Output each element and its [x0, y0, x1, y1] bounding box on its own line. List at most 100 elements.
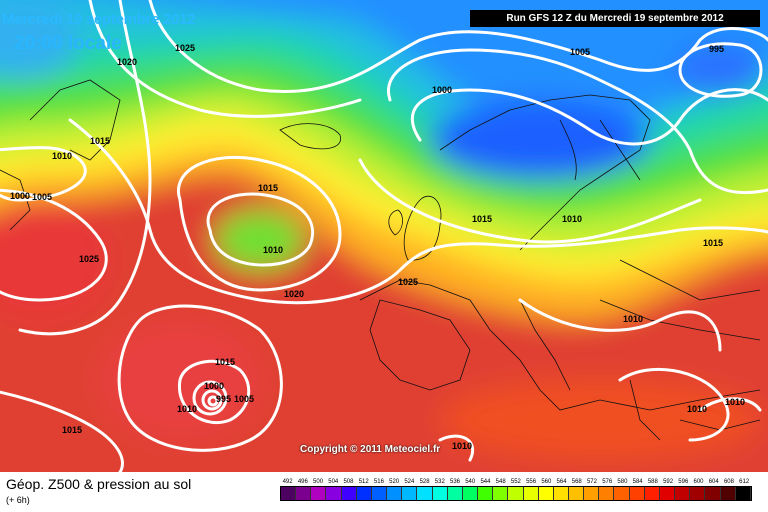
scale-value-label: 512	[358, 479, 369, 485]
isobar-label: 1025	[79, 254, 99, 264]
isobar-label: 995	[216, 394, 231, 404]
isobar-label: 1015	[90, 136, 110, 146]
scale-color-swatch	[690, 487, 706, 500]
isobar-label: 1010	[623, 314, 643, 324]
isobar-label: 1010	[177, 404, 197, 414]
isobar-label: 1025	[398, 277, 418, 287]
scale-color-swatch	[538, 487, 554, 500]
isobar-label: 1015	[215, 357, 235, 367]
scale-color-swatch	[599, 487, 615, 500]
scale-value-label: 524	[404, 479, 415, 485]
isobar-label: 995	[709, 44, 724, 54]
isobar-label: 1015	[703, 238, 723, 248]
legend-bar: Géop. Z500 & pression au sol (+ 6h) 492 4…	[0, 472, 768, 512]
isobar-label: 1005	[32, 192, 52, 202]
isobar-label: 1010	[263, 245, 283, 255]
color-scale: 492 496 500 504 508 512 516 520 524 528 532 536 540 5…	[280, 479, 752, 501]
isobar-label: 1020	[284, 289, 304, 299]
scale-value-label: 552	[510, 479, 521, 485]
isobar-label: 1010	[562, 214, 582, 224]
isobar-label: 1020	[117, 57, 137, 67]
scale-color-swatch	[584, 487, 600, 500]
scale-color-swatch	[675, 487, 691, 500]
scale-value-label: 516	[373, 479, 384, 485]
scale-color-swatch	[432, 487, 448, 500]
scale-value-label: 496	[297, 479, 308, 485]
scale-value-label: 504	[328, 479, 339, 485]
scale-value-label: 584	[632, 479, 643, 485]
scale-color-swatch	[720, 487, 736, 500]
scale-value-label: 572	[586, 479, 597, 485]
scale-color-swatch	[705, 487, 721, 500]
scale-value-label: 564	[556, 479, 567, 485]
scale-value-label: 500	[313, 479, 324, 485]
scale-value-label: 556	[526, 479, 537, 485]
scale-value-label: 588	[647, 479, 658, 485]
scale-color-swatch	[387, 487, 403, 500]
scale-value-label: 536	[450, 479, 461, 485]
isobar-label: 1010	[52, 151, 72, 161]
scale-color-swatch	[508, 487, 524, 500]
scale-value-label: 520	[389, 479, 400, 485]
scale-color-swatch	[553, 487, 569, 500]
scale-value-label: 580	[617, 479, 628, 485]
color-scale-swatches	[280, 486, 752, 501]
scale-color-swatch	[281, 487, 297, 500]
copyright-notice: Copyright © 2011 Meteociel.fr	[300, 444, 441, 455]
map-canvas: 1025 1020 1010 1015 1000 1005 1025 1015 …	[0, 0, 768, 472]
scale-color-swatch	[447, 487, 463, 500]
scale-value-label: 592	[663, 479, 674, 485]
isobar-label: 1000	[204, 381, 224, 391]
isobar-label: 1010	[452, 441, 472, 451]
scale-value-label: 540	[465, 479, 476, 485]
isobar-labels: 1025 1020 1010 1015 1000 1005 1025 1015 …	[10, 43, 745, 451]
isobar-label: 1015	[62, 425, 82, 435]
scale-color-swatch	[629, 487, 645, 500]
scale-value-label: 560	[541, 479, 552, 485]
scale-value-label: 576	[602, 479, 613, 485]
scale-color-swatch	[356, 487, 372, 500]
scale-value-label: 568	[571, 479, 582, 485]
coastlines	[0, 79, 761, 441]
isobar-label: 1015	[258, 183, 278, 193]
isobar-label: 1000	[432, 85, 452, 95]
isobar-label: 1005	[234, 394, 254, 404]
scale-color-swatch	[659, 487, 676, 500]
scale-value-label: 612	[739, 479, 750, 485]
weather-map: 1025 1020 1010 1015 1000 1005 1025 1015 …	[0, 0, 768, 472]
isobar-label: 1015	[472, 214, 492, 224]
legend-subtitle: (+ 6h)	[6, 495, 30, 505]
isobars	[0, 0, 768, 472]
scale-value-label: 548	[495, 479, 506, 485]
scale-value-label: 608	[723, 479, 734, 485]
scale-color-swatch	[462, 487, 479, 500]
scale-color-swatch	[371, 487, 388, 500]
scale-value-label: 528	[419, 479, 430, 485]
scale-value-label: 532	[434, 479, 445, 485]
color-scale-labels: 492 496 500 504 508 512 516 520 524 528 532 536 540 5…	[280, 479, 752, 485]
scale-color-swatch	[523, 487, 539, 500]
scale-color-swatch	[735, 487, 751, 500]
forecast-date: Mercredi 19 septembre 2012	[2, 11, 196, 28]
scale-value-label: 544	[480, 479, 491, 485]
scale-color-swatch	[493, 487, 509, 500]
scale-value-label: 492	[282, 479, 293, 485]
isobar-label: 1010	[687, 404, 707, 414]
scale-value-label: 596	[678, 479, 689, 485]
scale-value-label: 600	[693, 479, 704, 485]
isobar-label: 1000	[10, 191, 30, 201]
legend-title: Géop. Z500 & pression au sol	[6, 476, 192, 492]
isobar-label: 1005	[570, 47, 590, 57]
scale-color-swatch	[614, 487, 630, 500]
scale-color-swatch	[644, 487, 660, 500]
isobar-label: 1010	[725, 397, 745, 407]
scale-color-swatch	[478, 487, 494, 500]
scale-value-label: 604	[708, 479, 719, 485]
isobar-label: 1025	[175, 43, 195, 53]
scale-color-swatch	[568, 487, 585, 500]
scale-value-label: 508	[343, 479, 354, 485]
scale-color-swatch	[402, 487, 418, 500]
model-run-label: Run GFS 12 Z du Mercredi 19 septembre 20…	[470, 10, 760, 27]
scale-color-swatch	[296, 487, 312, 500]
scale-color-swatch	[417, 487, 433, 500]
